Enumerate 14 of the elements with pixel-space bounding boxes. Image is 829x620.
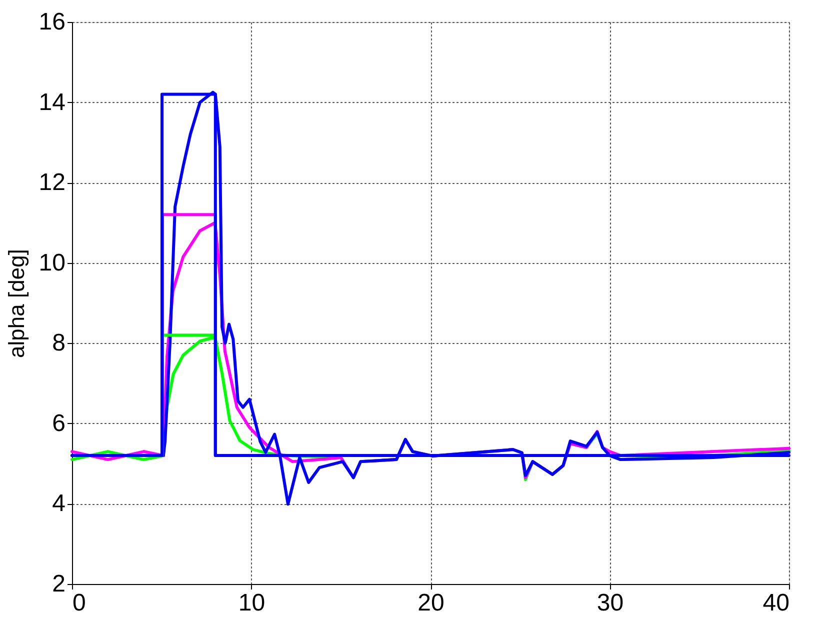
y-tick-label: 14 [38,88,66,116]
y-axis-title: alpha [deg] [4,249,29,358]
y-tick-label: 2 [52,570,66,598]
x-tick-label: 10 [238,590,266,616]
y-tick-label: 10 [38,249,66,276]
y-tick-label: 8 [52,330,66,357]
y-tick-label: 4 [52,490,66,518]
y-tick-label: 16 [38,8,66,36]
y-tick-label: 12 [38,169,66,196]
x-tick-label: 30 [596,590,624,616]
x-tick-label: 20 [418,590,444,616]
y-tick-label: 6 [52,410,66,437]
x-tick-label: 0 [72,590,86,616]
x-tick-label: 40 [762,590,790,616]
